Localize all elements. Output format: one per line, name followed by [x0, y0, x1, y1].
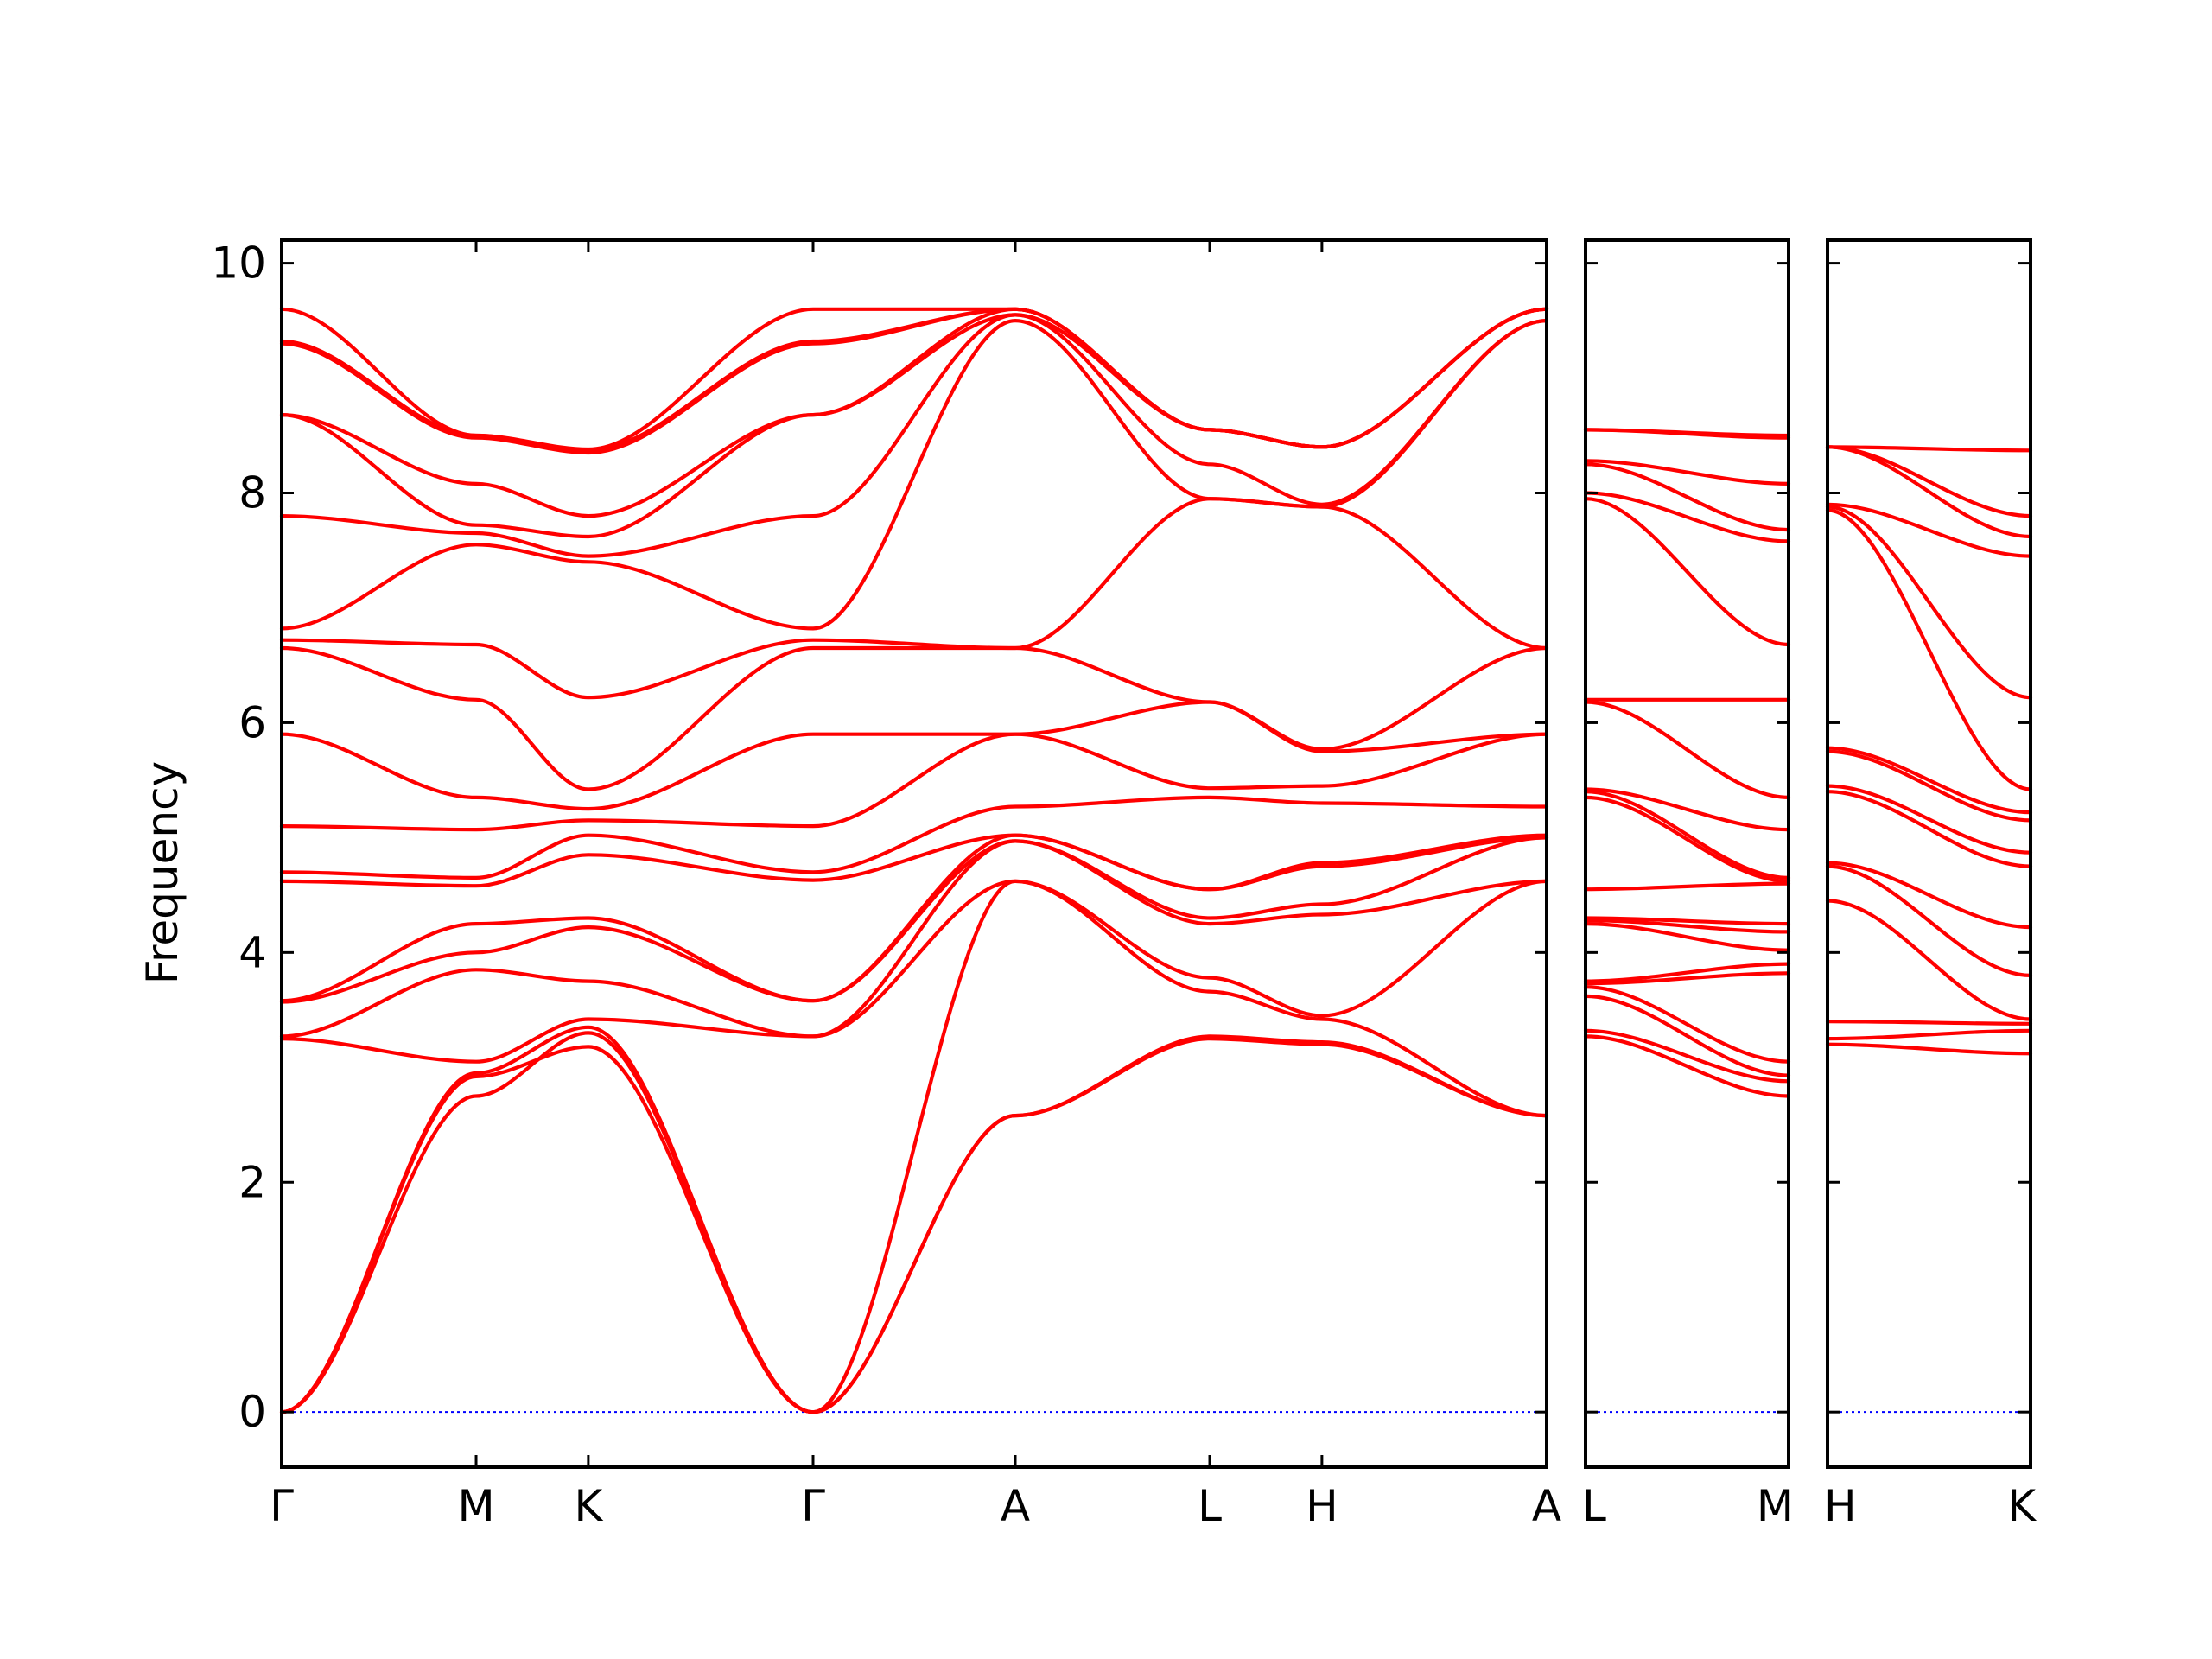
band-2 — [1583, 1028, 1791, 1084]
band-10 — [1825, 746, 2033, 815]
band-21 — [1583, 428, 1791, 438]
band-9 — [1825, 749, 2033, 823]
band-1 — [1583, 1034, 1791, 1098]
band-9 — [279, 795, 1549, 880]
x-tick-label: Γ — [270, 1481, 294, 1531]
band-19 — [1583, 459, 1791, 486]
band-17 — [1583, 491, 1791, 543]
y-tick-label: 0 — [238, 1387, 266, 1437]
band-8 — [279, 833, 1549, 892]
band-6 — [279, 836, 1549, 1004]
band-2 — [279, 1034, 1549, 1414]
band-12 — [279, 645, 1549, 791]
y-tick-label: 8 — [238, 468, 266, 518]
x-tick-label: L — [1582, 1481, 1606, 1531]
band-2 — [1825, 1028, 2033, 1041]
band-5 — [1825, 864, 2033, 977]
x-tick-label: A — [1001, 1481, 1030, 1531]
panel-frame — [280, 238, 1548, 1469]
band-8 — [1825, 784, 2033, 855]
band-14 — [279, 319, 1549, 631]
band-20 — [279, 307, 1549, 452]
band-16 — [1583, 497, 1791, 647]
x-tick-label: M — [457, 1481, 494, 1531]
y-tick-label: 2 — [238, 1157, 266, 1207]
band-10 — [279, 732, 1549, 832]
band-16 — [279, 307, 1549, 539]
band-13 — [1583, 787, 1791, 832]
x-tick-label: K — [2007, 1481, 2037, 1531]
band-18 — [1583, 462, 1791, 532]
band-7 — [1583, 922, 1791, 952]
x-tick-label: M — [1757, 1481, 1794, 1531]
band-15 — [1825, 445, 2033, 518]
x-tick-label: K — [574, 1481, 603, 1531]
band-13 — [1825, 502, 2033, 558]
band-4 — [1825, 899, 2033, 1021]
band-3 — [1583, 994, 1791, 1077]
band-12 — [1583, 790, 1791, 880]
band-11 — [1825, 508, 2033, 791]
band-11 — [1583, 795, 1791, 883]
band-18 — [279, 307, 1549, 455]
band-9 — [1583, 916, 1791, 926]
band-5 — [279, 839, 1549, 1039]
band-3 — [279, 879, 1549, 1414]
band-12 — [1825, 505, 2033, 700]
band-4 — [279, 879, 1549, 1064]
band-13 — [279, 497, 1549, 700]
band-11 — [279, 700, 1549, 811]
band-1 — [1825, 1042, 2033, 1056]
band-7 — [279, 833, 1549, 1003]
panel-path1: 0 2 4 6 8 10 Γ M K Γ A L H A — [211, 238, 1561, 1531]
y-tick-label: 6 — [238, 697, 266, 747]
band-8 — [1583, 918, 1791, 934]
x-tick-label: A — [1532, 1481, 1561, 1531]
band-1 — [279, 1031, 1549, 1414]
x-tick-label: H — [1824, 1481, 1857, 1531]
y-axis-label: Frequency — [137, 761, 188, 984]
x-tick-label: H — [1306, 1481, 1338, 1531]
band-6 — [1583, 962, 1791, 983]
band-19 — [279, 307, 1549, 453]
band-7 — [1825, 790, 2033, 868]
y-tick-label: 4 — [238, 927, 266, 977]
panel-frame — [1584, 238, 1790, 1469]
band-5 — [1583, 971, 1791, 986]
band-15 — [279, 313, 1549, 558]
x-tick-label: Γ — [801, 1481, 825, 1531]
x-tick-label: L — [1198, 1481, 1222, 1531]
band-6 — [1825, 861, 2033, 930]
band-10 — [1583, 881, 1791, 892]
band-14 — [1825, 445, 2033, 539]
panel-frame — [1826, 238, 2032, 1469]
band-3 — [1825, 1020, 2033, 1026]
band-4 — [1583, 985, 1791, 1064]
y-tick-label: 10 — [211, 238, 266, 289]
band-16 — [1825, 445, 2033, 453]
band-14 — [1583, 700, 1791, 799]
